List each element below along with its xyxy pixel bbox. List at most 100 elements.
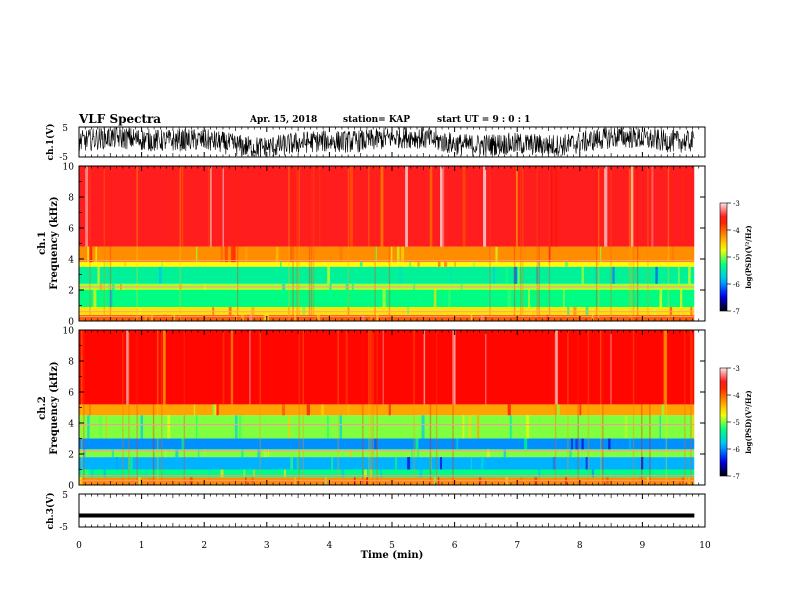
colorbar-tick-label: -6 — [733, 281, 740, 289]
spectral-streak — [614, 469, 618, 478]
spectral-streak — [565, 477, 567, 485]
spectral-streak — [152, 449, 156, 458]
spectral-streak — [577, 415, 580, 439]
spectral-streak — [327, 415, 329, 439]
spectral-streak — [655, 266, 658, 284]
ch1-waveform-panel: 5 -5 ch.1(V) — [45, 124, 706, 163]
spectral-streak — [89, 404, 91, 416]
spectral-streak — [290, 457, 294, 470]
spectral-burst — [520, 166, 522, 321]
spectral-streak — [468, 415, 472, 439]
spectral-streak — [368, 166, 370, 247]
spectral-streak — [163, 330, 166, 405]
spectral-burst — [548, 166, 551, 321]
spectral-burst — [429, 330, 432, 485]
spectral-streak — [138, 477, 141, 485]
spectral-burst — [489, 166, 491, 321]
ch3-ytick-top: 5 — [62, 491, 68, 501]
spectral-streak — [97, 266, 100, 284]
spectral-burst — [610, 166, 612, 321]
spectral-streak — [103, 469, 106, 478]
spectral-streak — [470, 314, 473, 321]
spectral-streak — [421, 415, 425, 439]
spectral-streak — [144, 314, 148, 321]
spectral-streak — [647, 477, 649, 485]
spectral-streak — [567, 307, 570, 315]
spectral-streak — [671, 246, 675, 263]
spectral-streak — [571, 438, 573, 450]
spectral-streak — [327, 266, 330, 284]
spectral-streak — [230, 330, 234, 405]
spectral-streak — [505, 266, 508, 284]
spectral-burst — [641, 330, 643, 485]
spectral-burst — [632, 330, 635, 485]
spectral-streak — [85, 469, 89, 478]
spectral-streak — [448, 290, 451, 308]
spectral-burst — [292, 166, 294, 321]
no-data-region — [694, 330, 705, 485]
spectral-streak — [243, 469, 246, 478]
spectral-streak — [417, 449, 419, 458]
spectral-streak — [208, 166, 210, 247]
spectral-streak — [228, 307, 232, 315]
spectral-burst — [513, 166, 516, 321]
spectral-burst — [628, 166, 631, 321]
spectral-burst — [630, 166, 633, 321]
spectral-streak — [653, 307, 657, 315]
spectral-streak — [565, 262, 568, 267]
spectral-streak — [163, 314, 167, 321]
ch1-spectrogram-heatmap — [79, 166, 705, 321]
spectral-streak — [433, 290, 437, 308]
spectral-streak — [87, 415, 90, 439]
spectral-streak — [169, 449, 172, 458]
spectral-streak — [79, 477, 82, 485]
spectral-streak — [197, 449, 200, 458]
spectral-burst — [308, 166, 311, 321]
spectral-streak — [682, 477, 685, 485]
spectral-burst — [347, 166, 350, 321]
time-tick-label: 5 — [389, 541, 395, 551]
spectral-streak — [520, 477, 523, 485]
spectral-streak — [349, 449, 352, 458]
spectral-streak — [181, 438, 185, 450]
spectral-burst — [374, 166, 376, 321]
ch2-spec-ylabel-freq: Frequency (kHz) — [49, 361, 60, 454]
spectral-streak — [288, 307, 290, 315]
spectral-streak — [353, 477, 356, 485]
ch1-colorbar-label: log(PSD)(V²/Hz) — [744, 225, 753, 289]
spectral-streak — [534, 477, 538, 485]
ch1-ytick-label: 4 — [68, 256, 74, 266]
spectral-streak — [440, 457, 443, 470]
spectral-streak — [604, 166, 608, 247]
ch1-ytick-label: 10 — [63, 163, 75, 173]
spectral-streak — [470, 457, 473, 470]
spectral-streak — [423, 330, 426, 405]
spectral-streak — [472, 262, 476, 267]
spectral-streak — [126, 330, 129, 405]
spectral-band — [79, 307, 695, 315]
spectral-streak — [628, 307, 632, 315]
spectral-burst — [183, 330, 186, 485]
spectral-burst — [452, 330, 454, 485]
spectral-streak — [396, 246, 400, 263]
ch2-ytick-label: 0 — [68, 482, 74, 492]
spectral-band — [79, 404, 695, 416]
spectral-streak — [158, 266, 162, 284]
spectral-streak — [398, 266, 403, 284]
time-tick-label: 0 — [76, 541, 82, 551]
colorbar-tick-label: -3 — [733, 200, 740, 208]
spectral-streak — [444, 262, 448, 267]
spectral-streak — [253, 469, 255, 478]
ch2-ytick-label: 8 — [68, 358, 74, 368]
spectral-burst — [109, 166, 112, 321]
ch1-waveform-line — [78, 127, 695, 157]
spectral-streak — [692, 415, 696, 439]
spectral-streak — [85, 166, 89, 247]
spectral-streak — [111, 449, 114, 458]
spectral-streak — [612, 266, 615, 284]
spectral-burst — [602, 330, 604, 485]
spectral-band — [79, 469, 695, 478]
spectral-streak — [501, 477, 504, 485]
colorbar-tick-label: -7 — [733, 308, 740, 316]
spectral-streak — [382, 290, 386, 308]
